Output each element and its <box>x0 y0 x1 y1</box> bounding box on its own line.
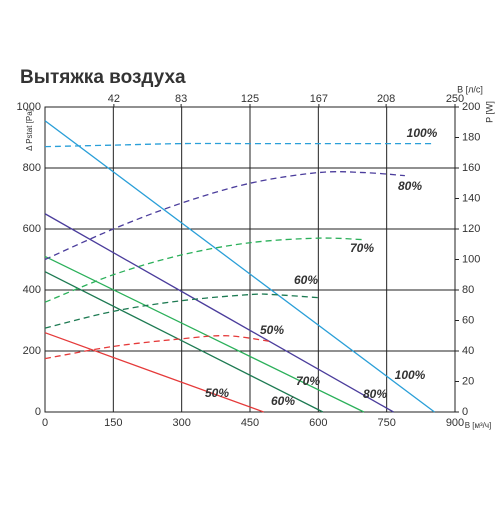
x-tick-label: 900 <box>446 417 464 429</box>
pressure-curve <box>44 120 435 413</box>
curve-label: 80% <box>363 387 387 401</box>
curve-label: 50% <box>205 386 229 400</box>
pressure-curve <box>44 271 324 413</box>
y2-tick-label: 100 <box>462 253 480 265</box>
curve-label: 50% <box>260 323 284 337</box>
x2-tick-label: 167 <box>310 93 328 105</box>
curve-label: 100% <box>395 368 426 382</box>
curve-label: 60% <box>271 394 295 408</box>
y2-tick-label: 80 <box>462 284 474 296</box>
x-tick-label: 0 <box>42 417 48 429</box>
power-curve <box>44 142 433 148</box>
y2-tick-label: 180 <box>462 131 480 143</box>
x-tick-label: 150 <box>104 417 122 429</box>
y2-tick-label: 120 <box>462 223 480 235</box>
y-tick-label: 800 <box>23 162 41 174</box>
y2-tick-label: 20 <box>462 375 474 387</box>
pressure-curve <box>44 255 365 413</box>
y-tick-label: 200 <box>23 345 41 357</box>
x-axis-label: B [м³/ч] <box>465 421 492 430</box>
curve-label: 70% <box>350 241 374 255</box>
y2-tick-label: 140 <box>462 192 480 204</box>
y2-axis-label: P [W] <box>484 101 494 123</box>
chart-title: Вытяжка воздуха <box>20 67 186 88</box>
curve-label: 80% <box>398 179 422 193</box>
power-curve <box>44 293 319 329</box>
pressure-curve <box>44 332 264 413</box>
x-tick-label: 600 <box>309 417 327 429</box>
power-curve <box>44 335 273 360</box>
curve-label: 100% <box>407 126 438 140</box>
power-curve <box>44 171 405 261</box>
x2-tick-label: 125 <box>241 93 259 105</box>
x2-tick-label: 208 <box>377 93 395 105</box>
y2-tick-label: 60 <box>462 314 474 326</box>
y2-tick-label: 160 <box>462 162 480 174</box>
y2-tick-label: 0 <box>462 406 468 418</box>
curve-label: 60% <box>294 273 318 287</box>
y-tick-label: 0 <box>35 406 41 418</box>
y-tick-label: 400 <box>23 284 41 296</box>
y-tick-label: 1000 <box>17 101 41 113</box>
x2-tick-label: 42 <box>108 93 120 105</box>
y-axis-label: Δ Pstat [Pa] <box>25 109 34 151</box>
x-tick-label: 300 <box>172 417 190 429</box>
y2-tick-label: 40 <box>462 345 474 357</box>
x2-tick-label: 83 <box>175 93 187 105</box>
power-curve <box>44 237 364 303</box>
x-tick-label: 750 <box>377 417 395 429</box>
x2-tick-label: 250 <box>446 93 464 105</box>
y-tick-label: 600 <box>23 223 41 235</box>
y2-tick-label: 200 <box>462 101 480 113</box>
x-tick-label: 450 <box>241 417 259 429</box>
x2-axis-label: B [л/с] <box>457 84 483 94</box>
curve-label: 70% <box>296 374 320 388</box>
pressure-curve <box>44 213 394 413</box>
